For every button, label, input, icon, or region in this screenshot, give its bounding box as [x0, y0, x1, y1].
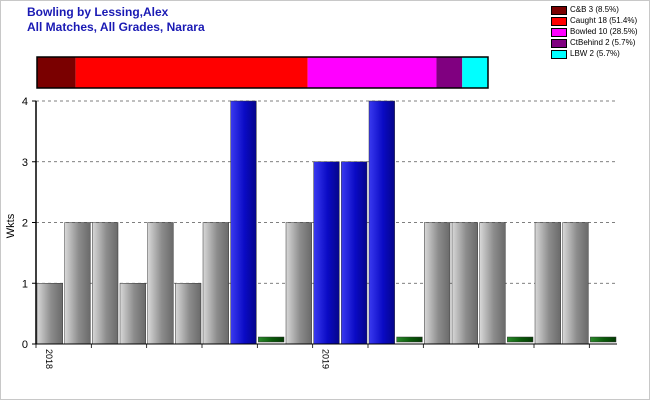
- y-tick-label: 0: [22, 339, 28, 351]
- bar: [368, 100, 395, 345]
- dismissal-stack-bar: [36, 56, 489, 89]
- y-axis-label: Wkts: [5, 213, 17, 238]
- bar: [175, 283, 202, 345]
- y-tick-label: 2: [22, 218, 28, 230]
- stack-segment: [436, 57, 463, 88]
- bar: [341, 161, 368, 345]
- legend-swatch: [551, 6, 567, 15]
- axes: 0 1 2 3 4 2018 2019: [22, 96, 617, 369]
- bar: [36, 283, 63, 345]
- chart-subtitle: All Matches, All Grades, Narara: [27, 20, 205, 34]
- stack-segment: [307, 57, 437, 88]
- bar: [230, 100, 257, 345]
- bar: [92, 222, 119, 345]
- bar: [479, 222, 506, 345]
- bar: [119, 283, 146, 345]
- bar: [285, 222, 312, 345]
- legend-label: Caught 18 (51.4%): [570, 16, 638, 25]
- y-tick-label: 1: [22, 278, 28, 290]
- bar: [64, 222, 91, 345]
- bar: [396, 336, 423, 343]
- bar: [424, 222, 451, 345]
- legend-label: Bowled 10 (28.5%): [570, 27, 638, 36]
- y-tick-label: 3: [22, 157, 28, 169]
- bar: [258, 336, 285, 343]
- legend-swatch: [551, 50, 567, 59]
- stack-border: [36, 56, 489, 89]
- x-tick-label: 2019: [321, 349, 331, 369]
- y-tick-label: 4: [22, 96, 28, 108]
- chart-title: Bowling by Lessing,Alex: [27, 5, 169, 19]
- bar: [451, 222, 478, 345]
- legend-swatch: [551, 28, 567, 37]
- bar: [507, 336, 534, 343]
- bar: [202, 222, 229, 345]
- legend-label: C&B 3 (8.5%): [570, 5, 619, 14]
- legend-label: LBW 2 (5.7%): [570, 49, 620, 58]
- stack-segment: [462, 57, 488, 88]
- stack-segment: [75, 57, 308, 88]
- legend-label: CtBehind 2 (5.7%): [570, 38, 636, 47]
- bar: [147, 222, 174, 345]
- x-tick-label: 2018: [44, 349, 54, 369]
- legend-swatch: [551, 39, 567, 48]
- stack-segment: [37, 57, 76, 88]
- legend-swatch: [551, 17, 567, 26]
- bar: [534, 222, 561, 345]
- bar: [313, 161, 340, 345]
- wickets-bars: [36, 100, 617, 345]
- bar: [562, 222, 589, 345]
- bar: [590, 336, 617, 343]
